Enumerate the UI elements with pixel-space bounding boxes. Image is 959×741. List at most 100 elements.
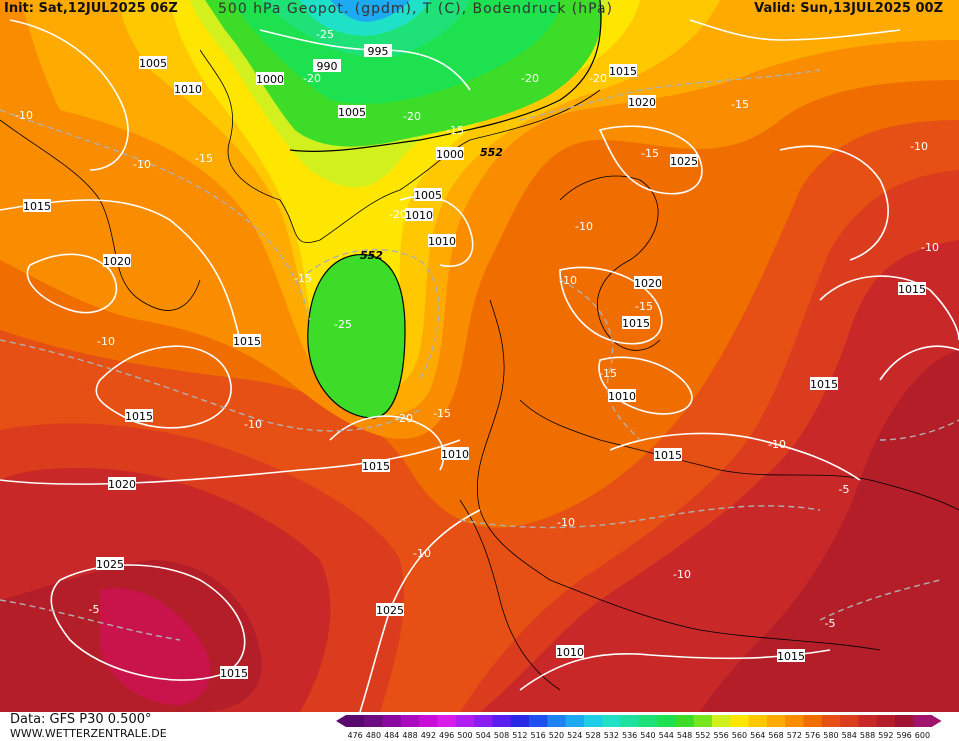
map-header: Init: Sat,12JUL2025 06Z 500 hPa Geopot. … bbox=[0, 0, 959, 20]
temp-label: -10 bbox=[910, 140, 928, 153]
pressure-label: 1010 bbox=[556, 645, 584, 659]
coastlines bbox=[0, 49, 959, 691]
pressure-label: 1020 bbox=[634, 276, 662, 290]
temp-label: -20 bbox=[395, 412, 413, 425]
svg-text:-10: -10 bbox=[910, 140, 928, 153]
legend-level-label: 584 bbox=[842, 731, 857, 740]
svg-text:1010: 1010 bbox=[405, 209, 433, 222]
legend-level-label: 536 bbox=[622, 731, 637, 740]
legend-level-label: 600 bbox=[915, 731, 930, 740]
legend-level-label: 512 bbox=[512, 731, 527, 740]
legend-swatch bbox=[876, 715, 896, 727]
legend-swatch bbox=[382, 715, 402, 727]
legend-level-label: 560 bbox=[732, 731, 747, 740]
pressure-label: 1015 bbox=[125, 409, 153, 423]
temp-label: -15 bbox=[294, 272, 312, 285]
svg-text:1005: 1005 bbox=[338, 106, 366, 119]
legend-swatch bbox=[638, 715, 658, 727]
svg-text:1020: 1020 bbox=[108, 478, 136, 491]
pressure-label: 1000 bbox=[436, 147, 464, 161]
pressure-label: 1015 bbox=[654, 448, 682, 462]
pressure-label: 1015 bbox=[362, 459, 390, 473]
legend-swatch bbox=[529, 715, 548, 727]
legend-swatch bbox=[712, 715, 731, 727]
geopot-label: 552 bbox=[360, 249, 383, 262]
temp-label: -25 bbox=[334, 318, 352, 331]
svg-text:-20: -20 bbox=[589, 72, 607, 85]
pressure-labels: 1005 1010 995 990 1000 1005 1000 1005 10… bbox=[23, 44, 926, 680]
legend-swatch bbox=[785, 715, 804, 727]
legend-level-label: 496 bbox=[439, 731, 454, 740]
legend-level-label: 508 bbox=[494, 731, 509, 740]
temp-label: -10 bbox=[921, 241, 939, 254]
legend-level-label: 576 bbox=[805, 731, 820, 740]
svg-text:-15: -15 bbox=[599, 367, 617, 380]
svg-text:-25: -25 bbox=[334, 318, 352, 331]
temp-label: -15 bbox=[433, 407, 451, 420]
legend-swatch bbox=[858, 715, 878, 727]
temp-label: -15 bbox=[195, 152, 213, 165]
temp-label: -10 bbox=[673, 568, 691, 581]
svg-text:1005: 1005 bbox=[139, 57, 167, 70]
svg-text:990: 990 bbox=[317, 60, 338, 73]
svg-text:-10: -10 bbox=[557, 516, 575, 529]
temp-label: -15 bbox=[446, 124, 464, 137]
temp-label: -5 bbox=[89, 603, 100, 616]
pressure-label: 1010 bbox=[608, 389, 636, 403]
svg-text:-15: -15 bbox=[446, 124, 464, 137]
pressure-label: 1010 bbox=[405, 208, 433, 222]
svg-text:-20: -20 bbox=[395, 412, 413, 425]
svg-text:-10: -10 bbox=[575, 220, 593, 233]
svg-text:1015: 1015 bbox=[622, 317, 650, 330]
temp-label: -15 bbox=[641, 147, 659, 160]
svg-text:-10: -10 bbox=[244, 418, 262, 431]
svg-text:1015: 1015 bbox=[898, 283, 926, 296]
svg-text:1025: 1025 bbox=[96, 558, 124, 571]
legend-level-label: 540 bbox=[640, 731, 655, 740]
temp-label: -15 bbox=[731, 98, 749, 111]
temp-label: -10 bbox=[413, 547, 431, 560]
svg-text:-15: -15 bbox=[195, 152, 213, 165]
svg-text:-20: -20 bbox=[389, 208, 407, 221]
legend-level-label: 492 bbox=[421, 731, 436, 740]
svg-text:1015: 1015 bbox=[23, 200, 51, 213]
svg-text:-10: -10 bbox=[15, 109, 33, 122]
pressure-label: 1005 bbox=[414, 188, 442, 202]
legend-swatch bbox=[364, 715, 384, 727]
legend-level-label: 484 bbox=[384, 731, 399, 740]
svg-text:1005: 1005 bbox=[414, 189, 442, 202]
pressure-label: 1005 bbox=[338, 105, 366, 119]
pressure-label: 1020 bbox=[628, 95, 656, 109]
geopot-labels: 552 552 bbox=[360, 146, 503, 262]
svg-text:1015: 1015 bbox=[125, 410, 153, 423]
legend-level-label: 480 bbox=[366, 731, 381, 740]
legend-swatch bbox=[675, 715, 695, 727]
svg-text:995: 995 bbox=[368, 45, 389, 58]
legend-level-label: 596 bbox=[897, 731, 912, 740]
svg-text:1015: 1015 bbox=[777, 650, 805, 663]
website-link[interactable]: WWW.WETTERZENTRALE.DE bbox=[10, 727, 167, 740]
legend-level-label: 504 bbox=[476, 731, 491, 740]
legend-level-label: 568 bbox=[768, 731, 783, 740]
legend-level-label: 516 bbox=[531, 731, 546, 740]
weather-map: 1005 1010 995 990 1000 1005 1000 1005 10… bbox=[0, 0, 959, 712]
legend-swatches bbox=[336, 715, 942, 727]
svg-text:-20: -20 bbox=[521, 72, 539, 85]
svg-text:1025: 1025 bbox=[376, 604, 404, 617]
legend-level-label: 592 bbox=[878, 731, 893, 740]
temp-label: -5 bbox=[825, 617, 836, 630]
legend-swatch bbox=[400, 715, 420, 727]
contour-552 bbox=[289, 0, 602, 152]
svg-text:-20: -20 bbox=[403, 110, 421, 123]
temp-label: -10 bbox=[15, 109, 33, 122]
valid-time: Valid: Sun,13JUL2025 00Z bbox=[754, 1, 943, 16]
field-592-east bbox=[700, 350, 959, 712]
svg-text:1010: 1010 bbox=[441, 448, 469, 461]
svg-text:1010: 1010 bbox=[608, 390, 636, 403]
pressure-label: 1005 bbox=[139, 56, 167, 70]
legend-arrow-left bbox=[336, 715, 346, 727]
legend-level-label: 552 bbox=[695, 731, 710, 740]
svg-text:-10: -10 bbox=[133, 158, 151, 171]
legend-level-label: 580 bbox=[823, 731, 838, 740]
legend-level-label: 476 bbox=[348, 731, 363, 740]
